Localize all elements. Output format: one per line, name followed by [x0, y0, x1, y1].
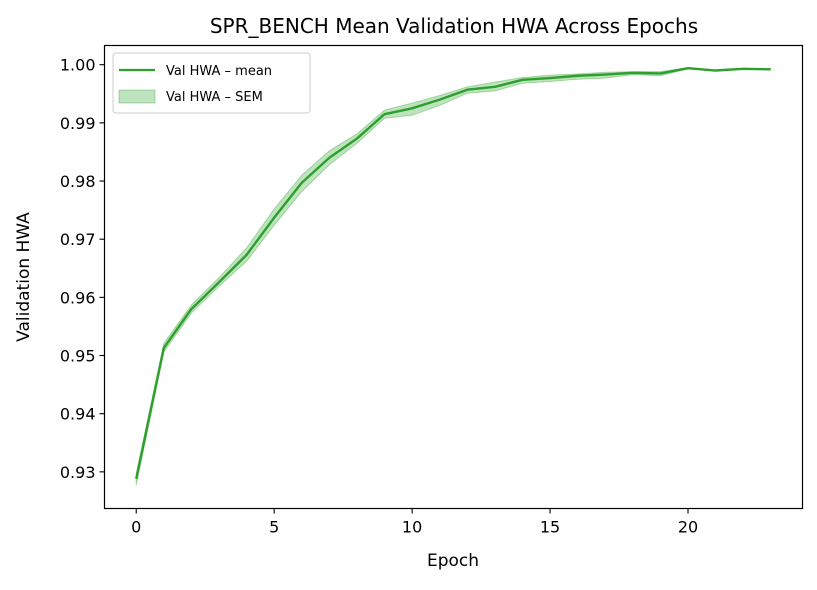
y-axis: 0.93 0.94 0.95 0.96 0.97 0.98 0.99 1.00 — [60, 56, 105, 482]
x-axis: 0 5 10 15 20 — [131, 508, 698, 537]
y-tick-label: 0.95 — [60, 347, 96, 366]
y-tick-label: 0.97 — [60, 230, 96, 249]
mean-line-layer — [135, 66, 771, 480]
y-tick-label: 1.00 — [60, 56, 96, 75]
legend-mean-label: Val HWA – mean — [166, 64, 272, 79]
x-tick-label: 20 — [678, 518, 698, 537]
y-tick-label: 0.96 — [60, 288, 96, 307]
legend-box — [112, 52, 311, 114]
y-tick-label: 0.98 — [60, 172, 96, 191]
legend: Val HWA – mean Val HWA – SEM — [112, 52, 311, 114]
chart-title: SPR_BENCH Mean Validation HWA Across Epo… — [210, 14, 698, 38]
x-tick-label: 15 — [540, 518, 560, 537]
x-axis-label: Epoch — [427, 551, 479, 571]
legend-sem-label: Val HWA – SEM — [166, 90, 263, 105]
y-tick-label: 0.94 — [60, 405, 96, 424]
mean-line — [135, 66, 771, 480]
y-tick-label: 0.99 — [60, 114, 96, 133]
x-tick-label: 10 — [402, 518, 422, 537]
plot-area-frame — [103, 44, 804, 510]
x-tick-label: 5 — [269, 518, 279, 537]
legend-sem-swatch — [118, 89, 156, 104]
y-tick-label: 0.93 — [60, 463, 96, 482]
y-axis-label: Validation HWA — [14, 212, 34, 342]
x-tick-label: 0 — [131, 518, 141, 537]
